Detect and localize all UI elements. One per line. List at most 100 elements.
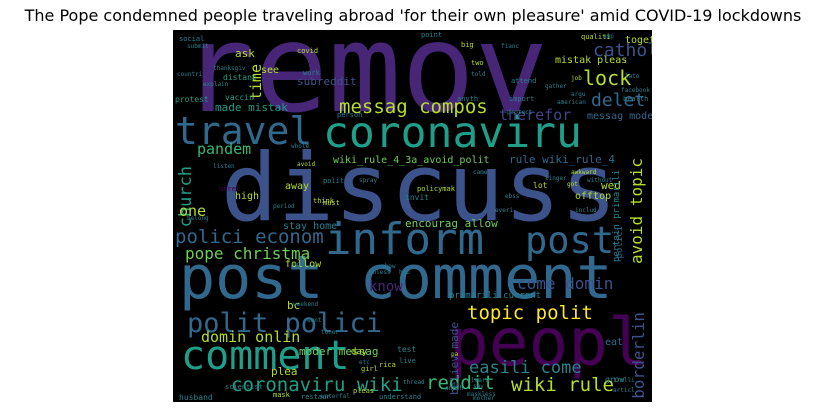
word-protect: protect bbox=[507, 109, 533, 116]
word-girl: girl bbox=[361, 365, 378, 373]
word-avoid-topic: avoid topic bbox=[627, 158, 646, 264]
word-toner: toner bbox=[321, 329, 340, 336]
word-must: must bbox=[323, 199, 340, 207]
word-moder-messag: moder messag bbox=[299, 345, 379, 358]
word-polici-econom: polici econom bbox=[175, 226, 324, 248]
word-whole: whole bbox=[291, 143, 310, 150]
word-away: away bbox=[285, 181, 310, 192]
word-post-comment: post comment bbox=[179, 243, 613, 313]
word-polit: polit bbox=[323, 177, 345, 185]
word-grow: grow bbox=[605, 375, 625, 384]
word-countri: countri bbox=[177, 71, 203, 78]
word-encourag-allow: encourag allow bbox=[405, 217, 498, 230]
word-live: live bbox=[399, 357, 416, 365]
word-wed: wed bbox=[601, 179, 621, 192]
word-test: test bbox=[397, 345, 417, 354]
word-submit: submit bbox=[187, 43, 209, 50]
word-told: told bbox=[471, 71, 486, 78]
word-listen: listen bbox=[213, 163, 235, 170]
word-invit: invit bbox=[405, 193, 430, 202]
word-policymak: policymak bbox=[417, 185, 455, 193]
word-cathol: cathol bbox=[593, 40, 652, 61]
word-period: period bbox=[273, 203, 295, 210]
word-attend: attend bbox=[511, 77, 537, 85]
word-maskless: maskless bbox=[467, 391, 496, 398]
word-comment: comment bbox=[181, 333, 350, 379]
word-job: job bbox=[571, 75, 582, 82]
word-coronaviru-wiki: coronaviru wiki bbox=[231, 374, 403, 396]
word-polici: polici bbox=[615, 226, 625, 259]
word-lock: lock bbox=[583, 66, 632, 90]
word-say: say bbox=[473, 383, 484, 390]
word-anyth: anyth bbox=[457, 95, 479, 103]
word-person: person bbox=[337, 111, 363, 119]
word-see: see bbox=[261, 65, 280, 76]
word-day: day bbox=[351, 347, 368, 357]
word-mask: mask bbox=[273, 391, 290, 399]
word-topic-polit: topic polit bbox=[467, 302, 593, 324]
word-understand: understand bbox=[379, 393, 422, 401]
word-mother: mother bbox=[473, 395, 495, 402]
word-therefor: therefor bbox=[499, 106, 572, 124]
word-etc: etc bbox=[359, 359, 370, 366]
word-awkward: awkward bbox=[571, 169, 597, 176]
word-belong: belong bbox=[187, 215, 209, 222]
word-show: show bbox=[381, 263, 396, 270]
word-spray: spray bbox=[359, 177, 378, 184]
word-unless: unless bbox=[369, 269, 391, 276]
word-gather: gather bbox=[545, 83, 567, 90]
word-delet: delet bbox=[591, 90, 646, 111]
word-rule-wiki-rule-4: rule wiki_rule_4 bbox=[509, 153, 615, 166]
word-wiki-rule-4-avoid: wiki_rule_4_3a_avoid_polit bbox=[333, 155, 490, 166]
word-covid: covid bbox=[297, 47, 319, 55]
word-includ: includ bbox=[575, 207, 597, 214]
word-social: social bbox=[179, 35, 205, 43]
word-came: came bbox=[473, 169, 488, 176]
word-know: know bbox=[369, 279, 403, 295]
word-polit-polici: polit polici bbox=[187, 308, 383, 339]
word-high: high bbox=[235, 191, 260, 202]
word-argu: argu bbox=[571, 91, 586, 98]
word-late: late bbox=[625, 73, 640, 80]
word-weekend: weekend bbox=[293, 301, 319, 308]
word-follow: follow bbox=[285, 259, 322, 270]
word-travel: travel bbox=[175, 109, 313, 153]
word-ask: ask bbox=[235, 47, 255, 60]
word-ebss: ebss bbox=[505, 193, 520, 200]
word-explain: explain bbox=[203, 81, 229, 88]
word-pope-christma: pope christma bbox=[185, 244, 311, 263]
word-cloud: remov discuss post comment coronaviru in… bbox=[173, 30, 652, 402]
word-got: got bbox=[567, 181, 578, 188]
word-subreddit: subreddit bbox=[297, 75, 357, 88]
word-togeth: togeth bbox=[625, 35, 652, 46]
word-linger: linger bbox=[545, 175, 567, 182]
word-thread: thread bbox=[403, 379, 425, 386]
word-scientist: scientist bbox=[225, 383, 263, 391]
word-come-domin: come domin bbox=[517, 274, 614, 293]
word-want: want bbox=[307, 317, 322, 324]
word-fianc: fianc bbox=[501, 43, 520, 50]
word-think: think bbox=[313, 197, 335, 205]
word-import: import bbox=[509, 95, 535, 103]
word-made-mistak: made mistak bbox=[215, 101, 288, 114]
word-domin-onlin: domin onlin bbox=[201, 328, 301, 346]
word-waterfal: waterfal bbox=[321, 393, 350, 400]
word-vaccin: vaccin bbox=[225, 93, 254, 102]
word-avoid: avoid bbox=[297, 161, 316, 168]
word-lot: lot bbox=[533, 181, 548, 190]
word-rica: rica bbox=[379, 361, 396, 369]
word-discuss: discuss bbox=[221, 134, 618, 243]
word-one: one bbox=[179, 202, 207, 220]
word-reddit: reddit bbox=[426, 372, 495, 394]
word-articl: articl bbox=[613, 387, 635, 394]
word-big: big bbox=[461, 41, 474, 49]
figure-title: The Pope condemned people traveling abro… bbox=[24, 6, 802, 25]
word-coronaviru: coronaviru bbox=[323, 108, 582, 158]
word-distanc: distanc bbox=[223, 73, 257, 82]
word-peopl: peopl bbox=[449, 304, 648, 381]
word-inform: inform bbox=[325, 214, 484, 265]
word-american: american bbox=[557, 99, 586, 106]
word-without: without bbox=[587, 177, 613, 184]
word-protest: protest bbox=[175, 95, 209, 104]
word-trolli: trolli bbox=[613, 377, 635, 384]
